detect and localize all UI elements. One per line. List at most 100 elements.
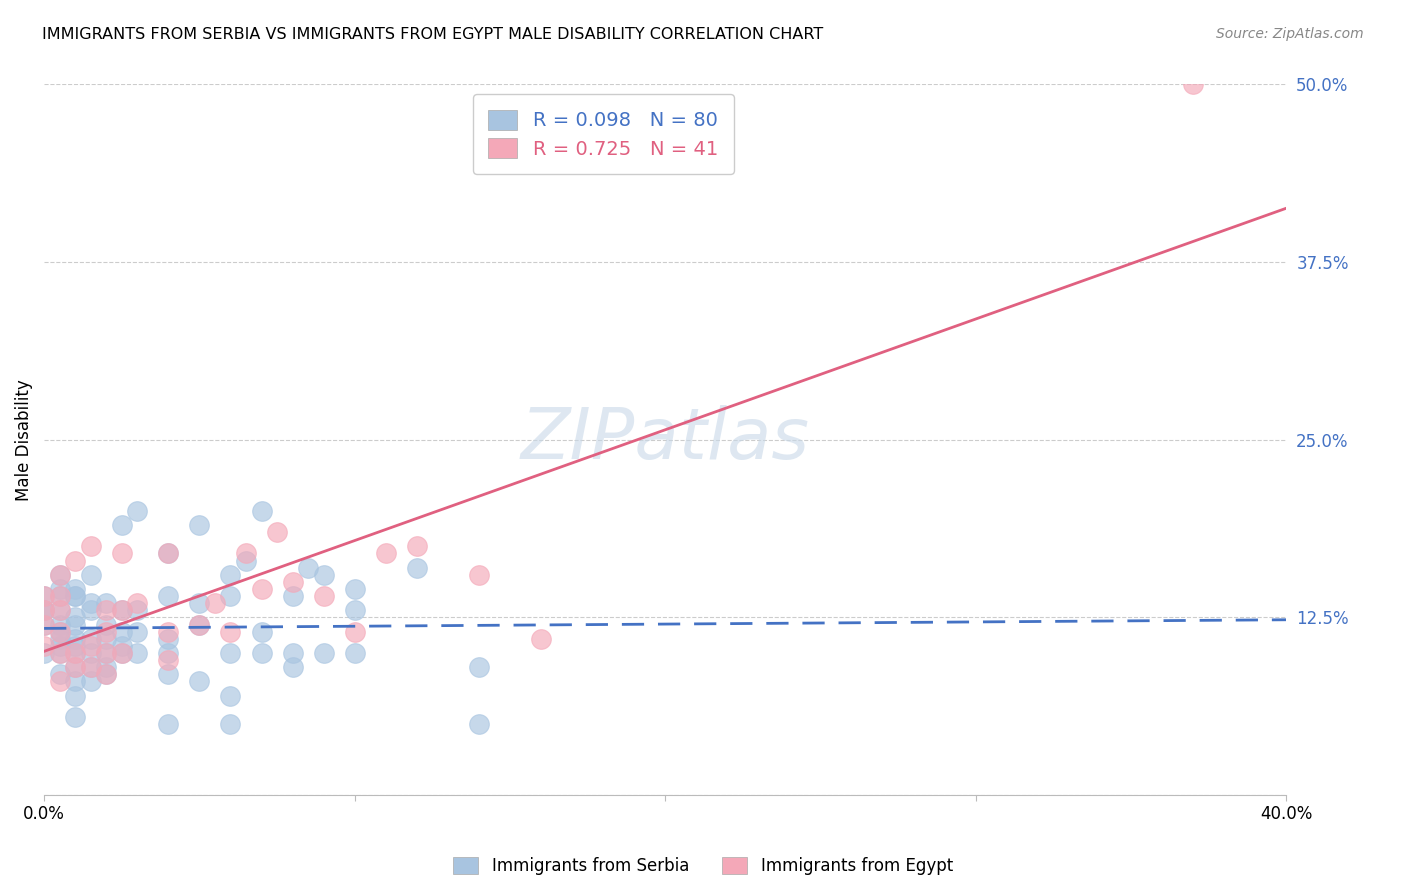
Point (468, 717, 491, 731)
Point (63, 710, 86, 724)
Point (80, 567, 103, 582)
Point (111, 546, 134, 560)
Point (63, 639, 86, 653)
Point (127, 603, 149, 617)
Point (219, 689, 242, 703)
Point (235, 546, 257, 560)
Text: ZIPatlas: ZIPatlas (520, 405, 810, 475)
Point (32, 617, 55, 632)
Point (96, 646, 118, 660)
Point (235, 553, 257, 567)
Point (188, 674, 211, 689)
Point (250, 646, 273, 660)
Point (96, 646, 118, 660)
Point (111, 603, 134, 617)
Point (80, 596, 103, 610)
Point (157, 632, 180, 646)
Point (127, 504, 149, 518)
Point (48, 567, 70, 582)
Point (32, 603, 55, 617)
Point (157, 546, 180, 560)
Point (63, 646, 86, 660)
Point (48, 603, 70, 617)
Point (188, 518, 211, 533)
Legend: Immigrants from Serbia, Immigrants from Egypt: Immigrants from Serbia, Immigrants from … (444, 849, 962, 884)
Point (63, 589, 86, 603)
Point (48, 624, 70, 639)
Point (80, 660, 103, 674)
Point (32, 603, 55, 617)
Point (48, 624, 70, 639)
Point (80, 632, 103, 646)
Point (32, 639, 55, 653)
Point (127, 596, 149, 610)
Point (157, 717, 180, 731)
Point (48, 567, 70, 582)
Point (63, 660, 86, 674)
Point (48, 582, 70, 596)
Point (48, 646, 70, 660)
Point (48, 589, 70, 603)
Point (80, 646, 103, 660)
Point (374, 546, 396, 560)
Point (157, 546, 180, 560)
Point (250, 582, 273, 596)
Point (343, 582, 366, 596)
Point (111, 518, 134, 533)
Point (343, 646, 366, 660)
Point (48, 617, 70, 632)
Y-axis label: Male Disability: Male Disability (15, 379, 32, 500)
Point (96, 617, 118, 632)
Point (63, 646, 86, 660)
Point (405, 560, 427, 574)
Point (96, 667, 118, 681)
Point (96, 624, 118, 639)
Point (204, 596, 226, 610)
Point (219, 624, 242, 639)
Point (63, 553, 86, 567)
Point (48, 632, 70, 646)
Point (1182, 78, 1205, 92)
Point (63, 582, 86, 596)
Point (157, 589, 180, 603)
Point (96, 603, 118, 617)
Point (530, 632, 553, 646)
Point (127, 646, 149, 660)
Point (48, 589, 70, 603)
Point (48, 646, 70, 660)
Point (48, 603, 70, 617)
Point (96, 660, 118, 674)
Point (48, 639, 70, 653)
Point (266, 525, 288, 540)
Point (188, 617, 211, 632)
Point (80, 539, 103, 553)
Point (250, 624, 273, 639)
Point (96, 632, 118, 646)
Point (63, 632, 86, 646)
Point (80, 603, 103, 617)
Point (281, 646, 304, 660)
Point (63, 589, 86, 603)
Point (96, 667, 118, 681)
Point (188, 596, 211, 610)
Point (312, 646, 335, 660)
Legend: R = 0.098   N = 80, R = 0.725   N = 41: R = 0.098 N = 80, R = 0.725 N = 41 (472, 95, 734, 174)
Point (219, 646, 242, 660)
Point (219, 589, 242, 603)
Point (63, 660, 86, 674)
Point (157, 653, 180, 667)
Point (188, 617, 211, 632)
Point (32, 646, 55, 660)
Point (63, 610, 86, 624)
Point (80, 639, 103, 653)
Point (281, 589, 304, 603)
Point (32, 589, 55, 603)
Text: IMMIGRANTS FROM SERBIA VS IMMIGRANTS FROM EGYPT MALE DISABILITY CORRELATION CHAR: IMMIGRANTS FROM SERBIA VS IMMIGRANTS FRO… (42, 27, 824, 42)
Point (111, 646, 134, 660)
Text: Source: ZipAtlas.com: Source: ZipAtlas.com (1216, 27, 1364, 41)
Point (48, 667, 70, 681)
Point (281, 660, 304, 674)
Point (405, 539, 427, 553)
Point (111, 639, 134, 653)
Point (127, 624, 149, 639)
